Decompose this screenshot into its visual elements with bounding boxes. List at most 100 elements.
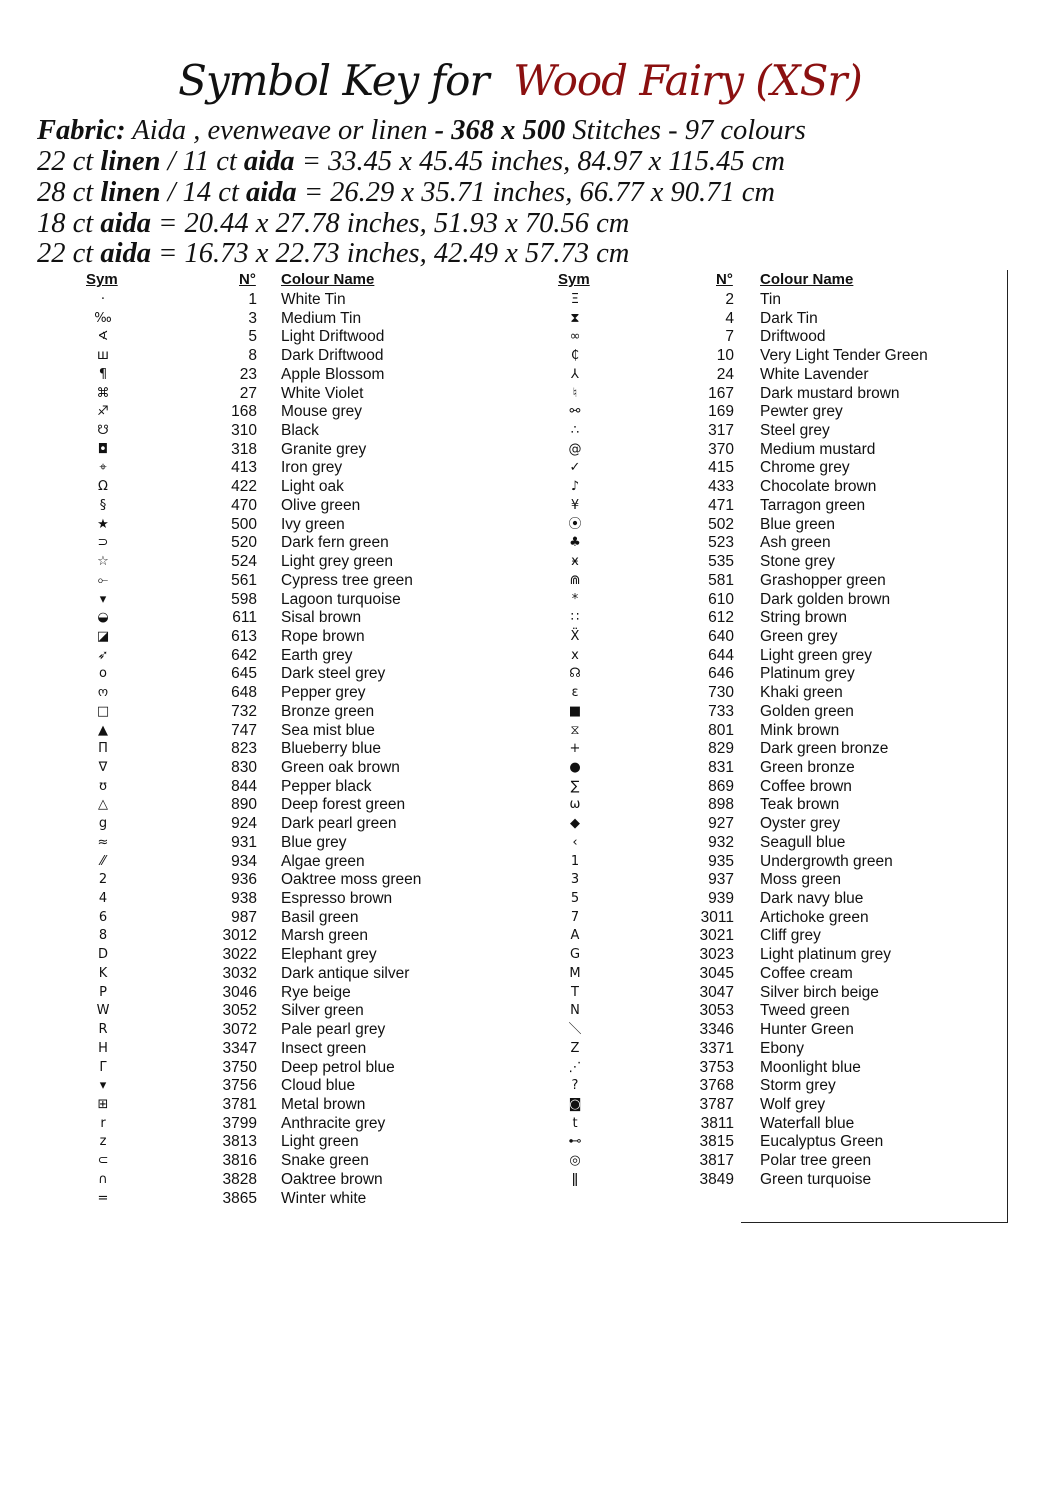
symbol: P <box>99 984 107 1000</box>
colour-name: Hunter Green <box>760 1021 854 1039</box>
symbol: ☆ <box>97 554 109 570</box>
colour-number: 747 <box>231 721 257 739</box>
colour-name: Light platinum grey <box>760 946 891 964</box>
colour-name: Pepper black <box>281 777 372 795</box>
symbol: ★ <box>97 516 109 532</box>
symbol: § <box>99 497 107 513</box>
colour-number: 3032 <box>222 964 257 982</box>
symbol: g <box>98 816 108 832</box>
colour-number: 611 <box>232 609 257 627</box>
symbol: · <box>100 292 106 307</box>
symbol: ☋ <box>97 423 109 439</box>
colour-number: 2 <box>725 291 734 308</box>
colour-name: Coffee cream <box>760 964 853 982</box>
header-no-left: N° <box>239 271 256 288</box>
colour-number: 3865 <box>222 1189 257 1207</box>
colour-number: 10 <box>716 347 734 365</box>
count: / 11 ct <box>160 146 244 177</box>
count: 22 ct <box>37 238 101 269</box>
colour-name: Insect green <box>281 1039 367 1057</box>
colour-number: 520 <box>231 534 257 552</box>
colour-number: 3816 <box>222 1152 257 1170</box>
symbol: ◙ <box>568 1096 582 1112</box>
symbol: ✓ <box>569 460 581 476</box>
colour-name: Light grey green <box>281 553 394 571</box>
size-line-18ct-aida: 18 ct aida = 20.44 x 27.78 inches, 51.93… <box>37 208 629 240</box>
symbol: ∴ <box>570 423 580 439</box>
colour-number: 932 <box>708 833 734 851</box>
symbol: x <box>571 647 579 663</box>
symbol: 1 <box>570 853 580 869</box>
colour-number: 642 <box>231 646 257 664</box>
count: 28 ct <box>37 177 101 208</box>
colour-name: Granite grey <box>281 440 367 458</box>
symbol: ‹ <box>572 834 578 850</box>
colour-name: Eucalyptus Green <box>760 1133 884 1151</box>
colour-number: 3045 <box>699 964 734 982</box>
colour-name: Deep petrol blue <box>281 1058 395 1076</box>
symbol: ◒ <box>97 610 109 626</box>
colour-number: 927 <box>708 815 734 833</box>
symbol: ⚯ <box>569 404 581 420</box>
colour-name: Light Driftwood <box>281 328 385 346</box>
colour-name: Ivy green <box>281 515 345 533</box>
colour-name: Green turquoise <box>760 1170 872 1188</box>
colour-number: 561 <box>231 571 257 589</box>
symbol: ⊂ <box>97 1153 109 1169</box>
symbol: △ <box>98 797 108 813</box>
colour-number: 937 <box>708 871 734 889</box>
colour-number: 3021 <box>699 927 734 945</box>
colour-number: 898 <box>708 796 734 814</box>
colour-count: Stitches - 97 colours <box>565 115 806 146</box>
colour-number: 168 <box>231 403 257 421</box>
colour-name: Tweed green <box>760 1002 850 1020</box>
colour-number: 310 <box>231 422 257 440</box>
symbol: A <box>570 928 580 944</box>
colour-number: 3787 <box>699 1095 734 1113</box>
symbol: 5 <box>570 891 580 907</box>
colour-name: Khaki green <box>760 684 843 702</box>
colour-name: Dark navy blue <box>760 890 864 908</box>
colour-name: Anthracite grey <box>281 1114 386 1132</box>
symbol: R <box>98 1022 108 1038</box>
colour-name: Oaktree brown <box>281 1170 383 1188</box>
symbol: 8 <box>98 928 108 944</box>
colour-number: 1 <box>248 291 257 308</box>
colour-number: 422 <box>231 478 257 496</box>
colour-number: 733 <box>708 702 734 720</box>
colour-name: Silver green <box>281 1002 364 1020</box>
symbol: z <box>99 1134 107 1150</box>
colour-number: 27 <box>239 384 257 402</box>
symbol: ⦿ <box>568 516 582 532</box>
colour-number: 4 <box>725 309 734 327</box>
symbol: ω <box>569 797 581 813</box>
colour-name: Bronze green <box>281 702 375 720</box>
colour-number: 3011 <box>700 908 734 926</box>
symbol: 2 <box>98 872 108 888</box>
colour-name: Teak brown <box>760 796 840 814</box>
symbol: ▲ <box>98 722 108 738</box>
colour-name: Moss green <box>760 871 841 889</box>
colour-number: 640 <box>708 627 734 645</box>
colour-number: 987 <box>231 908 257 926</box>
symbol: r <box>100 1115 106 1131</box>
colour-name: Ash green <box>760 534 831 552</box>
colour-number: 317 <box>708 422 734 440</box>
pattern-name: Wood Fairy (XSr) <box>513 56 863 105</box>
colour-number: 3047 <box>699 983 734 1001</box>
symbol: o <box>99 666 107 682</box>
colour-number: 3052 <box>222 1002 257 1020</box>
dimensions: = 20.44 x 27.78 inches, 51.93 x 70.56 cm <box>151 208 630 239</box>
symbol: ? <box>571 1078 579 1094</box>
count: 18 ct <box>37 208 101 239</box>
colour-number: 413 <box>231 459 257 477</box>
colour-number: 931 <box>231 833 257 851</box>
colour-number: 3053 <box>699 1002 734 1020</box>
colour-name: Pewter grey <box>760 403 843 421</box>
symbol: 4 <box>98 891 108 907</box>
colour-number: 370 <box>708 440 734 458</box>
colour-number: 823 <box>231 740 257 758</box>
colour-number: 3799 <box>222 1114 257 1132</box>
symbol: ε <box>571 685 579 701</box>
colour-name: Polar tree green <box>760 1152 872 1170</box>
